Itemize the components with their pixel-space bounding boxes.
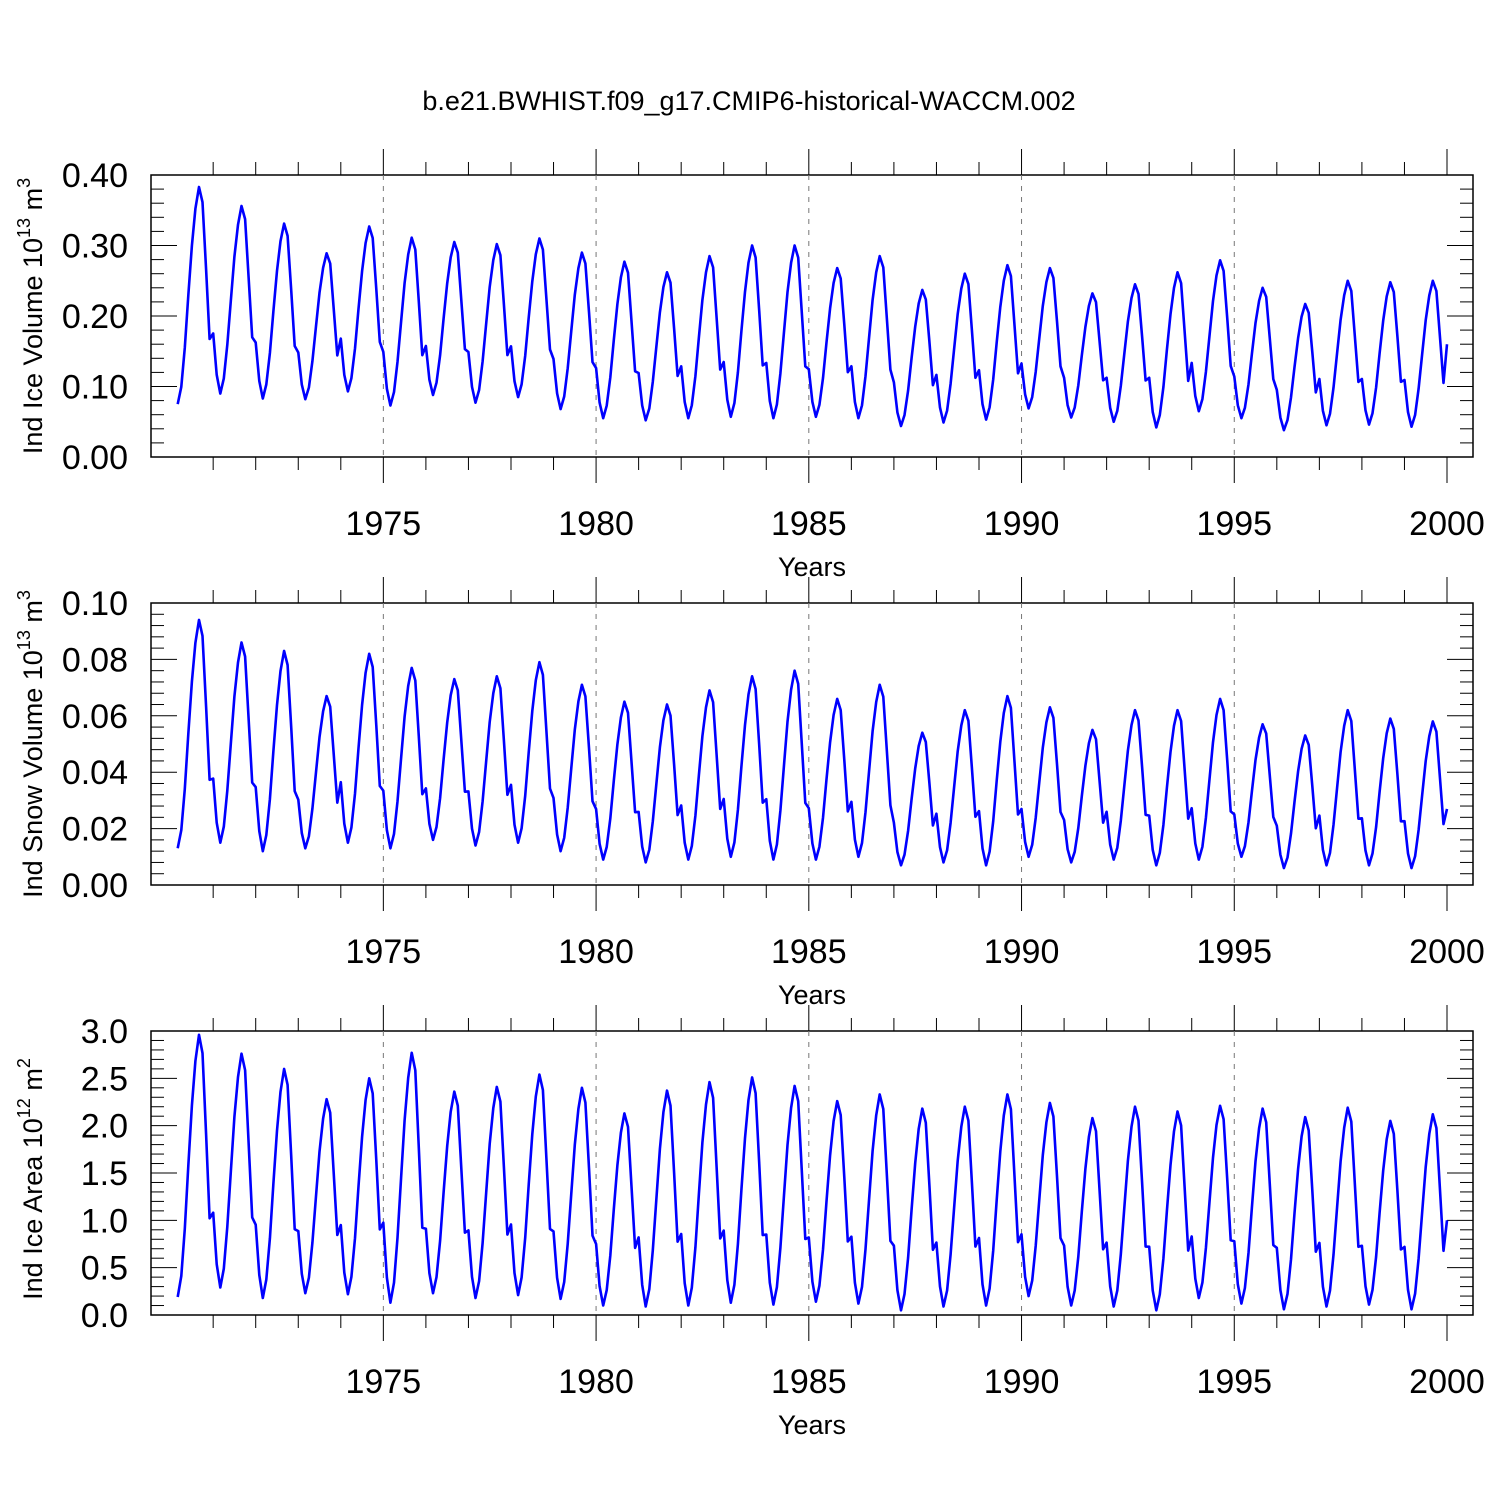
- y-tick-label: 2.5: [81, 1060, 128, 1098]
- plot-frame: [150, 602, 1474, 886]
- y-tick-label: 1.0: [81, 1202, 128, 1240]
- x-tick-label: 1995: [1196, 933, 1272, 971]
- x-tick-label: 1995: [1196, 1363, 1272, 1401]
- y-tick-label: 2.0: [81, 1108, 128, 1146]
- panel-ice-volume: 1975 1980 1985 1990 1995 2000 Years 0.00 0.10 0.2…: [14, 149, 1485, 582]
- x-tick-label: 1980: [558, 505, 634, 543]
- x-tick-label: 1985: [771, 505, 847, 543]
- x-tick-label: 2000: [1409, 1363, 1485, 1401]
- x-axis-label: Years: [778, 980, 846, 1010]
- y-tick-label: 0.04: [62, 754, 128, 792]
- x-tick-label: 1975: [346, 505, 422, 543]
- x-tick-label: 1985: [771, 1363, 847, 1401]
- x-tick-label: 1990: [984, 505, 1060, 543]
- y-tick-label: 0.20: [62, 298, 128, 336]
- y-tick-label: 0.30: [62, 228, 128, 266]
- x-axis-label: Years: [778, 552, 846, 582]
- y-tick-label: 0.40: [62, 157, 128, 195]
- x-tick-label: 2000: [1409, 505, 1485, 543]
- y-tick-label: 0.10: [62, 585, 128, 623]
- y-tick-label: 0.0: [81, 1297, 128, 1335]
- panel-ice-area: 1975 1980 1985 1990 1995 2000 Years 0.0 0.5 1.0 1.…: [14, 1005, 1485, 1440]
- x-tick-label: 1990: [984, 1363, 1060, 1401]
- y-axis-label: Ind Snow Volume 1013 m3: [14, 590, 48, 898]
- y-tick-label: 1.5: [81, 1155, 128, 1193]
- y-tick-label: 0.06: [62, 698, 128, 736]
- series-line: [176, 618, 1449, 870]
- x-tick-label: 1985: [771, 933, 847, 971]
- y-tick-label: 0.5: [81, 1250, 128, 1288]
- x-tick-label: 1975: [346, 933, 422, 971]
- y-tick-label: 0.02: [62, 811, 128, 849]
- x-tick-label: 1980: [558, 933, 634, 971]
- x-tick-label: 2000: [1409, 933, 1485, 971]
- series-line: [176, 185, 1449, 432]
- x-tick-label: 1990: [984, 933, 1060, 971]
- y-axis-label: Ind Ice Volume 1013 m3: [14, 178, 48, 454]
- x-tick-label: 1980: [558, 1363, 634, 1401]
- y-tick-label: 0.08: [62, 641, 128, 679]
- y-tick-label: 3.0: [81, 1013, 128, 1051]
- y-tick-label: 0.10: [62, 369, 128, 407]
- y-tick-label: 0.00: [62, 439, 128, 477]
- x-tick-label: 1975: [346, 1363, 422, 1401]
- x-axis-label: Years: [778, 1410, 846, 1440]
- y-axis-label: Ind Ice Area 1012 m2: [14, 1058, 48, 1300]
- panel-snow-volume: 1975 1980 1985 1990 1995 2000 Years 0.00 0.02 0.0…: [14, 577, 1485, 1010]
- x-tick-label: 1995: [1196, 505, 1272, 543]
- plot-frame: [150, 174, 1474, 458]
- y-tick-label: 0.00: [62, 867, 128, 905]
- series-line: [176, 1033, 1449, 1312]
- figure-title: b.e21.BWHIST.f09_g17.CMIP6-historical-WA…: [422, 86, 1075, 116]
